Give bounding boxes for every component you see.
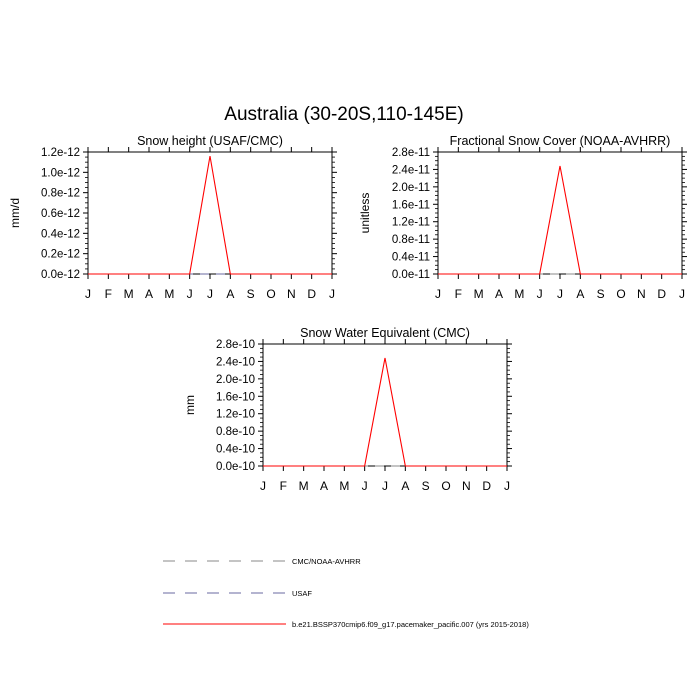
x-tick-label: J <box>207 287 213 301</box>
y-tick-label: 0.8e-10 <box>216 426 255 438</box>
x-tick-label: A <box>226 287 234 301</box>
y-tick-label: 1.0e-12 <box>41 167 80 179</box>
x-tick-label: M <box>124 287 134 301</box>
y-axis-label: mm <box>183 395 197 415</box>
y-tick-label: 0.8e-12 <box>41 188 80 200</box>
x-tick-label: D <box>657 287 666 301</box>
x-tick-label: M <box>474 287 484 301</box>
x-tick-label: J <box>435 287 441 301</box>
y-tick-label: 2.4e-10 <box>216 356 255 368</box>
x-tick-label: J <box>504 479 510 493</box>
x-tick-label: A <box>145 287 153 301</box>
x-tick-label: J <box>260 479 266 493</box>
x-tick-label: S <box>422 479 430 493</box>
y-tick-label: 0.0e-12 <box>41 269 80 281</box>
legend-label: b.e21.BSSP370cmip6.f09_g17.pacemaker_pac… <box>292 620 529 629</box>
y-tick-label: 2.0e-11 <box>392 182 430 194</box>
panel-title: Snow height (USAF/CMC) <box>137 134 283 148</box>
x-tick-label: J <box>537 287 543 301</box>
y-tick-label: 0.4e-10 <box>216 444 255 456</box>
x-tick-label: M <box>164 287 174 301</box>
legend-item-1: CMC/NOAA-AVHRR <box>163 557 361 566</box>
y-tick-label: 2.8e-10 <box>216 339 255 351</box>
x-tick-label: N <box>287 287 296 301</box>
y-tick-label: 2.8e-11 <box>392 147 430 159</box>
panel-3: Snow Water Equivalent (CMC) mm 0.0e-10 0.4e… <box>183 326 512 493</box>
x-tick-label: O <box>441 479 450 493</box>
x-tick-label: A <box>576 287 584 301</box>
x-tick-label: J <box>85 287 91 301</box>
y-axis-label: unitless <box>358 193 372 234</box>
y-tick-label: 1.2e-10 <box>216 409 255 421</box>
panel-2: Fractional Snow Cover (NOAA-AVHRR) unitle… <box>358 134 687 301</box>
x-tick-label: D <box>307 287 316 301</box>
y-axis-label: mm/d <box>8 198 22 228</box>
x-tick-label: J <box>679 287 685 301</box>
panel-title: Snow Water Equivalent (CMC) <box>300 326 470 340</box>
y-tick-label: 0.2e-12 <box>41 249 80 261</box>
x-tick-label: A <box>495 287 503 301</box>
y-tick-label: 0.4e-12 <box>41 228 80 240</box>
x-tick-label: J <box>362 479 368 493</box>
legend-label: CMC/NOAA-AVHRR <box>292 557 361 566</box>
legend-label: USAF <box>292 589 312 598</box>
legend-item-3: b.e21.BSSP370cmip6.f09_g17.pacemaker_pac… <box>163 620 529 629</box>
series-line-0 <box>438 165 682 275</box>
plot-frame <box>87 151 333 275</box>
x-tick-label: F <box>105 287 112 301</box>
y-tick-label: 2.0e-10 <box>216 374 255 386</box>
x-tick-label: O <box>266 287 275 301</box>
plot-frame <box>262 343 508 467</box>
y-tick-label: 2.4e-11 <box>392 164 430 176</box>
x-tick-label: J <box>187 287 193 301</box>
series-line-0 <box>263 357 507 467</box>
x-tick-label: M <box>299 479 309 493</box>
panels: Snow height (USAF/CMC) mm/d 0.0e-12 0.2e-12… <box>8 134 687 493</box>
y-tick-label: 1.2e-11 <box>392 217 430 229</box>
x-tick-label: J <box>329 287 335 301</box>
y-tick-label: 0.0e-11 <box>392 269 430 281</box>
x-tick-label: F <box>455 287 462 301</box>
x-tick-label: S <box>597 287 605 301</box>
y-tick-label: 0.8e-11 <box>392 234 430 246</box>
y-tick-label: 0.0e-10 <box>216 461 255 473</box>
x-tick-label: A <box>401 479 409 493</box>
y-tick-label: 1.6e-11 <box>392 199 430 211</box>
x-tick-label: N <box>462 479 471 493</box>
x-tick-label: D <box>482 479 491 493</box>
plot-frame <box>437 151 683 275</box>
x-tick-label: F <box>280 479 287 493</box>
x-tick-label: M <box>514 287 524 301</box>
x-tick-label: J <box>557 287 563 301</box>
x-tick-label: M <box>339 479 349 493</box>
x-tick-label: N <box>637 287 646 301</box>
y-tick-label: 1.2e-12 <box>41 147 80 159</box>
y-tick-label: 0.6e-12 <box>41 208 80 220</box>
series-line-0 <box>88 155 332 275</box>
figure-title: Australia (30-20S,110-145E) <box>224 104 463 125</box>
panel-title: Fractional Snow Cover (NOAA-AVHRR) <box>450 134 671 148</box>
panel-1: Snow height (USAF/CMC) mm/d 0.0e-12 0.2e-12… <box>8 134 337 301</box>
legend-item-2: USAF <box>163 589 312 598</box>
x-tick-label: S <box>247 287 255 301</box>
y-tick-label: 1.6e-10 <box>216 391 255 403</box>
x-tick-label: A <box>320 479 328 493</box>
legend: CMC/NOAA-AVHRR USAF b.e21.BSSP370cmip6.f09… <box>163 557 529 629</box>
x-tick-label: J <box>382 479 388 493</box>
x-tick-label: O <box>616 287 625 301</box>
y-tick-label: 0.4e-11 <box>392 252 430 264</box>
